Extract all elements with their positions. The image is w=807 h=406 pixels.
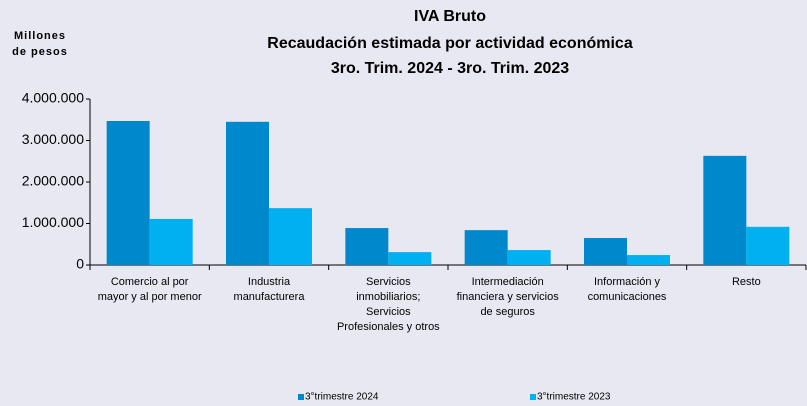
legend-label: 3°trimestre 2024 [305,392,379,403]
chart-title: IVA Bruto [414,8,486,25]
bar [507,250,551,265]
bar [345,228,389,265]
y-tick-label: 3.000.000 [22,131,84,147]
legend-label: 3°trimestre 2023 [537,392,611,403]
bar [464,230,508,265]
x-label-box: Industria manufacturera [233,276,305,303]
y-label-box: Millones de pesos [12,30,68,58]
chart-subtitle: 3ro. Trim. 2024 - 3ro. Trim. 2023 [331,60,569,77]
y-tick-label: 4.000.000 [22,90,84,106]
y-tick-label: 0 [76,256,84,272]
x-tick-label: Comercio al por mayor y al por menor [97,276,202,303]
y-tick-label: 1.000.000 [22,214,84,230]
legend-swatch [298,394,304,400]
legend-swatch [530,394,536,400]
y-axis-label: Millones de pesos [12,30,68,58]
x-tick-label: Intermediación financiera y servicios de… [456,276,559,318]
chart-subtitle: Recaudación estimada por actividad econó… [267,35,633,52]
x-label-box: Comercio al por mayor y al por menor [97,276,202,303]
bar [269,208,312,265]
x-tick-label: Información y comunicaciones [587,276,667,303]
bar [149,218,193,265]
bar [388,252,432,265]
bar [106,120,150,266]
y-tick-label: 2.000.000 [22,173,84,189]
bar [627,255,670,265]
x-tick-label: Industria manufacturera [233,276,305,303]
bar [226,121,269,265]
x-tick-label: Servicios inmobiliarios; Servicios Profe… [336,276,440,333]
bar [584,238,627,265]
x-label-box: Resto [731,276,761,288]
x-label-box: Servicios inmobiliarios; Servicios Profe… [336,276,440,333]
x-tick-label: Resto [731,276,761,288]
bar [703,155,747,265]
x-label-box: Información y comunicaciones [587,276,667,303]
x-label-box: Intermediación financiera y servicios de… [456,276,559,318]
bar [746,226,790,265]
